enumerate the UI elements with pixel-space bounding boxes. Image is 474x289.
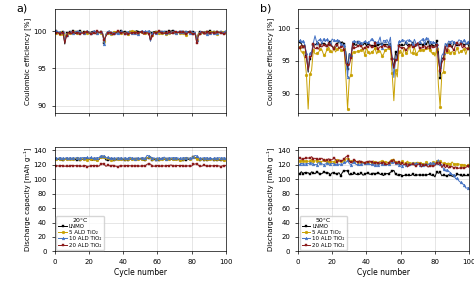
Text: b): b) (260, 3, 272, 13)
Y-axis label: Coulombic efficiency [%]: Coulombic efficiency [%] (24, 17, 31, 105)
X-axis label: Cycle number: Cycle number (357, 268, 410, 277)
Y-axis label: Coulombic efficiency [%]: Coulombic efficiency [%] (267, 17, 274, 105)
Text: a): a) (17, 3, 28, 13)
Legend: LNMO, 5 ALD TiO₂, 10 ALD TiO₂, 20 ALD TiO₂: LNMO, 5 ALD TiO₂, 10 ALD TiO₂, 20 ALD Ti… (300, 216, 347, 250)
Y-axis label: Discharge capacity [mAh g⁻¹]: Discharge capacity [mAh g⁻¹] (266, 147, 274, 251)
Y-axis label: Discharge capacity [mAh g⁻¹]: Discharge capacity [mAh g⁻¹] (23, 147, 31, 251)
Legend: LNMO, 5 ALD TiO₂, 10 ALD TiO₂, 20 ALD TiO₂: LNMO, 5 ALD TiO₂, 10 ALD TiO₂, 20 ALD Ti… (56, 216, 104, 250)
X-axis label: Cycle number: Cycle number (114, 268, 167, 277)
